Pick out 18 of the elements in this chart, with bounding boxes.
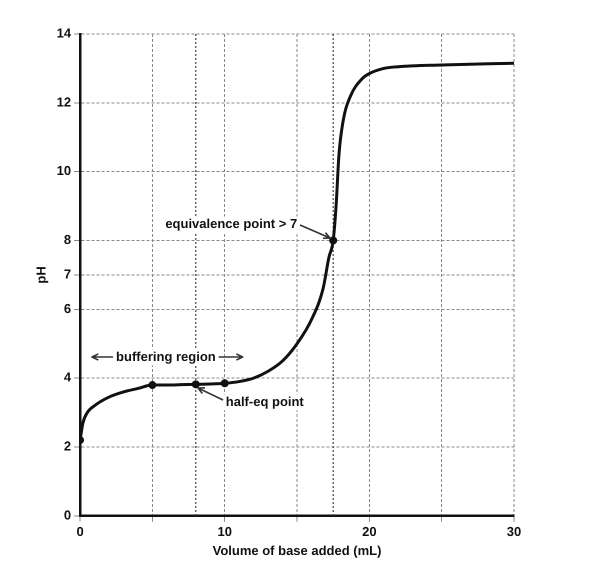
y-tick-label: 12 bbox=[56, 94, 72, 110]
x-tick-label: 30 bbox=[506, 524, 522, 540]
annotation: buffering region bbox=[116, 349, 216, 364]
y-tick-label: 14 bbox=[56, 26, 72, 41]
y-tick-label: 4 bbox=[64, 370, 72, 385]
y-tick-label: 2 bbox=[64, 438, 72, 454]
annotation: half-eq point bbox=[226, 394, 304, 409]
y-tick-label: 0 bbox=[64, 507, 72, 522]
x-tick-label: 10 bbox=[217, 524, 232, 540]
x-tick-label: 0 bbox=[76, 524, 84, 540]
y-tick-label: 6 bbox=[64, 300, 72, 316]
x-tick-label: 20 bbox=[362, 524, 377, 540]
x-axis-title: Volume of base added (mL) bbox=[212, 542, 382, 558]
y-tick-label: 10 bbox=[56, 163, 72, 178]
y-tick-label: 7 bbox=[64, 266, 72, 282]
y-axis-title: pH bbox=[33, 266, 48, 284]
annotation: equivalence point > 7 bbox=[165, 216, 298, 232]
y-tick-label: 8 bbox=[64, 232, 72, 248]
